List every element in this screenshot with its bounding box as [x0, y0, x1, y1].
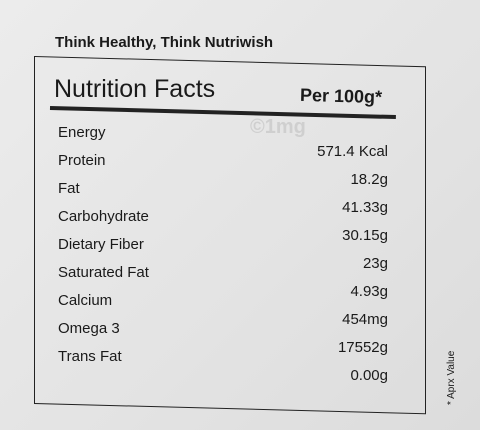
watermark: ©1mg [250, 116, 306, 138]
nutrient-value: 41.33g [342, 199, 388, 216]
facts-title: Nutrition Facts [54, 75, 216, 103]
nutrient-value: 454mg [342, 311, 388, 328]
nutrient-value: 0.00g [350, 367, 388, 384]
nutrient-value: 30.15g [342, 227, 388, 244]
nutrient-value: 18.2g [350, 171, 388, 188]
brand-title: Think Healthy, Think Nutriwish [55, 34, 274, 51]
nutrient-name: Dietary Fiber [58, 236, 144, 253]
nutrient-value: 571.4 Kcal [317, 143, 388, 160]
nutrient-name: Omega 3 [58, 320, 120, 337]
nutrient-name: Calcium [58, 292, 113, 309]
nutrient-value: 23g [362, 255, 388, 272]
basis: Per 100g* [299, 84, 383, 108]
nutrient-name: Saturated Fat [58, 264, 149, 281]
nutrient-name: Energy [58, 124, 106, 141]
nutrient-name: Trans Fat [58, 348, 122, 365]
footnote: * Aprx Value [446, 350, 457, 405]
nutrient-name: Carbohydrate [58, 208, 149, 225]
nutrient-value: 17552g [337, 339, 388, 356]
nutrient-name: Fat [58, 180, 80, 197]
nutrient-value: 4.93g [350, 283, 388, 300]
nutrient-name: Protein [58, 152, 106, 169]
